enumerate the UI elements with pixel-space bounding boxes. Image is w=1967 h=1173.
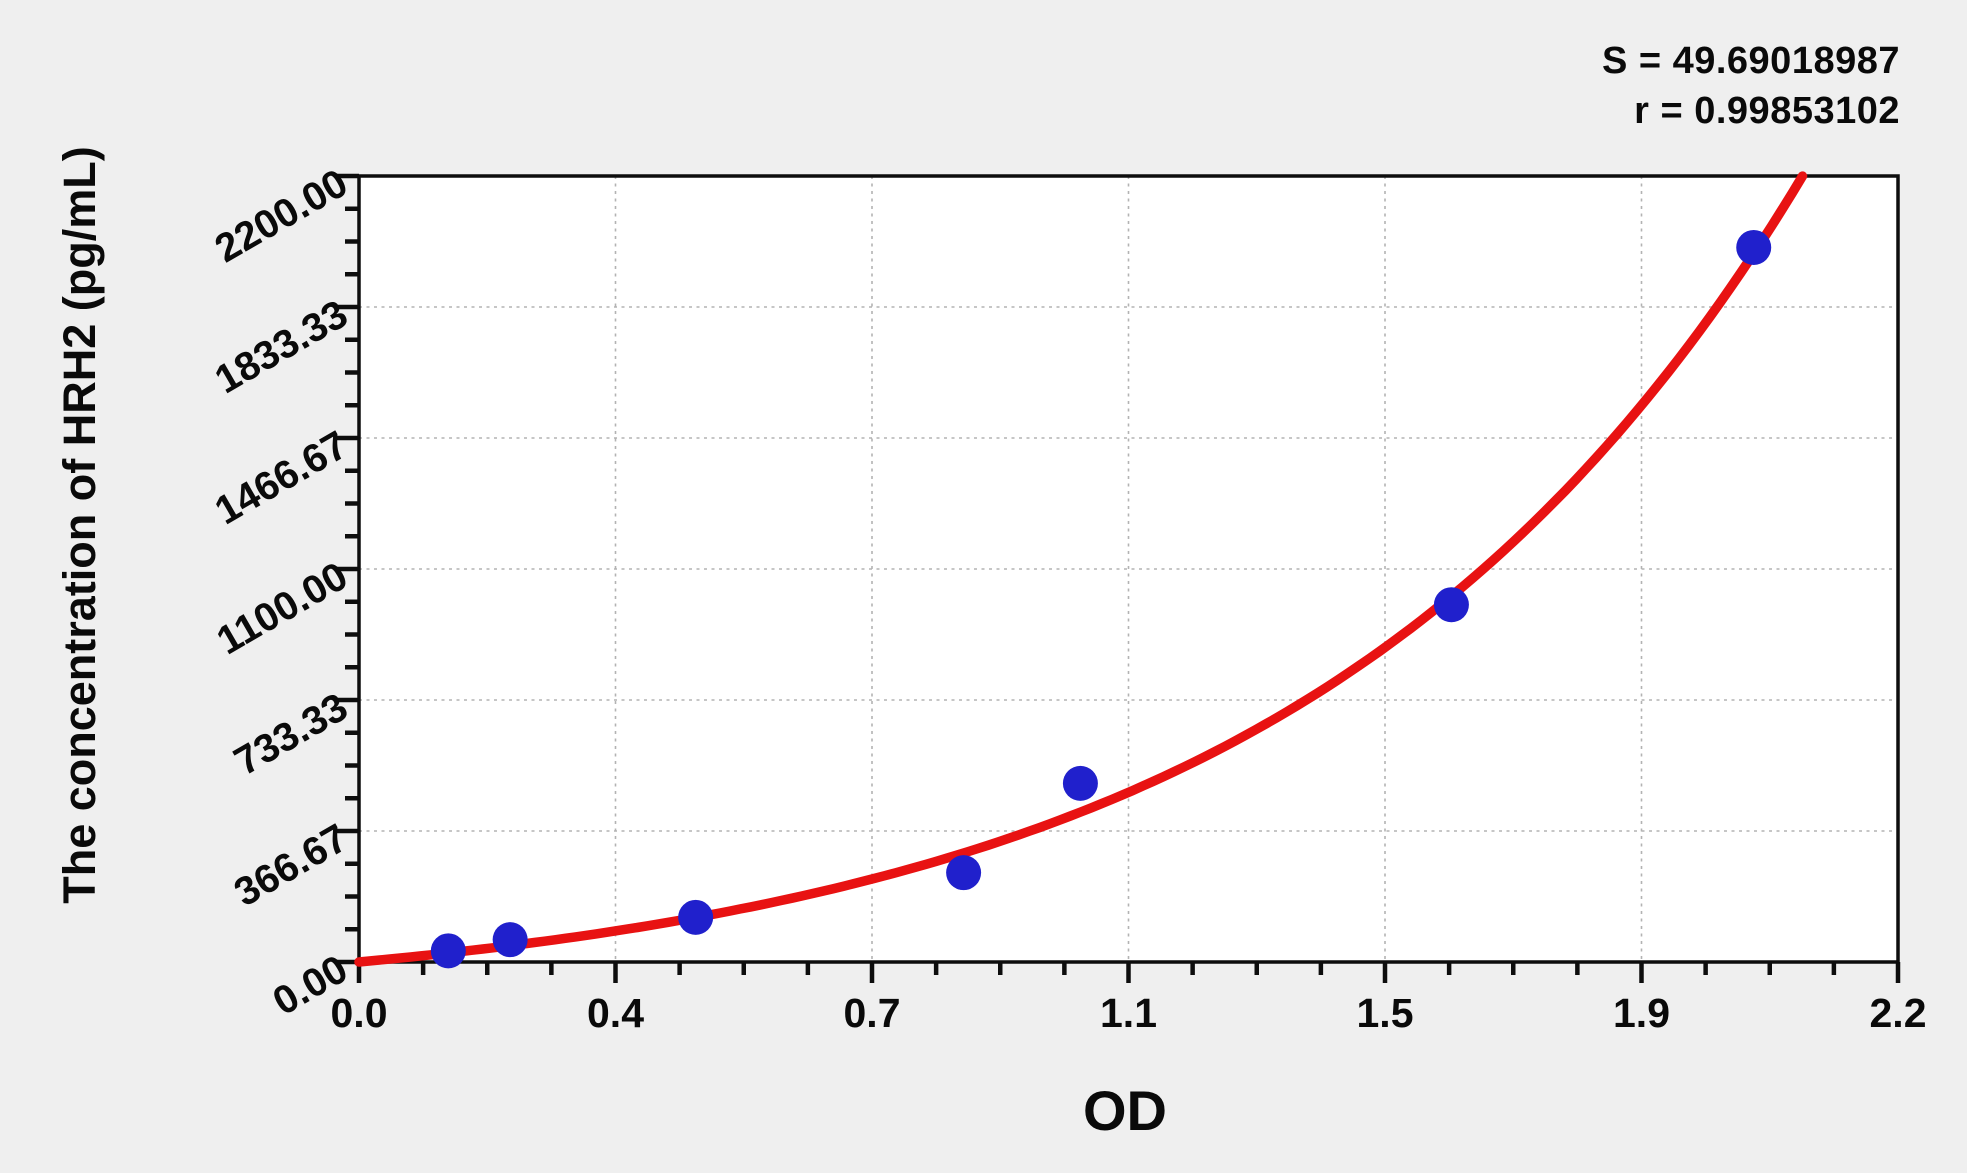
data-point <box>1736 229 1772 265</box>
fit-statistics: S = 49.69018987 r = 0.99853102 <box>1602 36 1900 136</box>
fit-curve <box>354 171 1808 967</box>
x-tick-label: 1.5 <box>1356 990 1414 1036</box>
y-axis-title: The concentration of HRH2 (pg/mL) <box>54 146 105 904</box>
plot-frame <box>357 174 1900 964</box>
s-value-label: S = 49.69018987 <box>1601 40 1900 82</box>
data-point <box>1062 765 1098 801</box>
x-axis-title: OD <box>1083 1079 1167 1142</box>
x-tick-label: 1.1 <box>1100 990 1157 1036</box>
x-tick-label: 2.2 <box>1869 990 1927 1036</box>
data-point <box>946 855 982 891</box>
r-value-label: r = 0.99853102 <box>1634 90 1900 132</box>
data-point <box>1433 587 1469 623</box>
x-tick-label: 1.9 <box>1613 990 1670 1036</box>
data-point <box>430 933 466 969</box>
data-point <box>492 922 528 958</box>
x-tick-label: 0.0 <box>330 990 388 1036</box>
x-tick-label: 0.4 <box>587 990 644 1036</box>
x-tick-label: 0.7 <box>843 990 901 1036</box>
data-point <box>678 899 714 935</box>
